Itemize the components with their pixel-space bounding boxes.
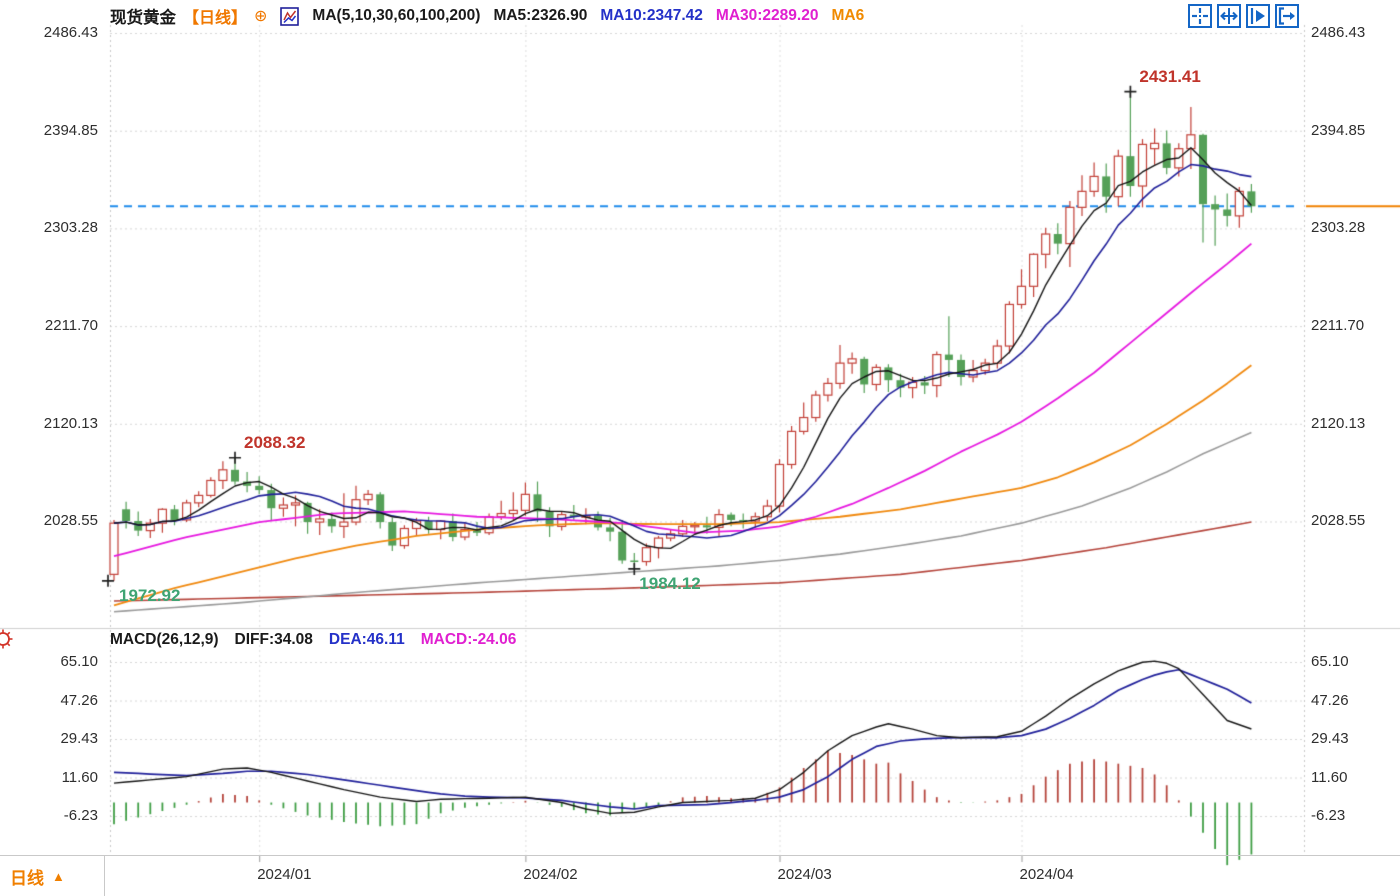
period-selector-arrow-icon: ▲ [52, 868, 65, 884]
price-annotation: 1984.12 [639, 573, 701, 593]
price-axis-label-right: 2211.70 [1311, 317, 1365, 335]
chart-header: 现货黄金 【日线】 ⊕ MA(5,10,30,60,100,200) MA5:2… [110, 4, 864, 28]
price-axis-label-right: 2120.13 [1311, 414, 1366, 432]
price-axis-label-right: 2486.43 [1311, 24, 1366, 41]
macd-axis-label-right: 65.10 [1311, 653, 1349, 670]
price-axis-label-left: 2028.55 [43, 512, 98, 530]
price-axis-label-right: 2394.85 [1311, 121, 1366, 139]
macd-axis-label-right: 47.26 [1311, 691, 1349, 709]
period-selector-label: 日线 [10, 868, 44, 888]
macd-axis-label-right: 29.43 [1311, 730, 1349, 747]
x-axis-label: 2024/03 [777, 866, 832, 883]
macd-axis-label-right: -6.23 [1311, 806, 1346, 824]
diff-value-label: DIFF:34.08 [234, 631, 313, 648]
ma-formula-label: MA(5,10,30,60,100,200) [312, 7, 481, 24]
expand-icon[interactable]: ⊕ [254, 8, 268, 25]
dea-value-label: DEA:46.11 [328, 631, 405, 648]
ma60-value-label: MA6 [831, 7, 865, 24]
macd-axis-label-left: 47.26 [60, 691, 98, 709]
ma30-value-label: MA30:2289.20 [715, 7, 819, 24]
x-axis-label: 2024/04 [1019, 866, 1074, 883]
macd-header: MACD(26,12,9) DIFF:34.08 DEA:46.11 MACD:… [110, 631, 516, 649]
price-annotation: 2431.41 [1139, 66, 1201, 86]
symbol-name: 现货黄金 [110, 9, 176, 27]
macd-formula-label: MACD(26,12,9) [110, 631, 219, 648]
chart-toolbar [1188, 4, 1299, 28]
macd-value-label: MACD:-24.06 [420, 631, 517, 648]
crosshair-tool-icon[interactable] [1188, 4, 1212, 28]
price-annotation: 1972.92 [119, 585, 181, 605]
x-axis-strip: 日线 ▲ [0, 855, 1400, 896]
price-axis-label-right: 2303.28 [1311, 219, 1366, 237]
period-selector[interactable]: 日线 ▲ [0, 856, 105, 896]
ma10-value-label: MA10:2347.42 [600, 7, 703, 24]
price-axis-label-left: 2211.70 [44, 317, 98, 335]
macd-axis-label-left: -6.23 [63, 806, 98, 824]
ma5-value-label: MA5:2326.90 [493, 7, 588, 24]
x-axis-label: 2024/02 [523, 866, 578, 883]
indicator-chart-icon[interactable] [280, 6, 300, 26]
macd-axis-label-right: 11.60 [1311, 768, 1348, 786]
price-axis-label-left: 2120.13 [43, 414, 98, 432]
period-tag: 【日线】 [183, 10, 248, 27]
price-axis-label-left: 2486.43 [43, 24, 98, 41]
macd-axis-label-left: 11.60 [61, 768, 98, 786]
macd-axis-label-left: 65.10 [60, 653, 98, 670]
macd-axis-label-left: 29.43 [60, 730, 98, 747]
exit-right-tool-icon[interactable] [1275, 4, 1299, 28]
price-axis-label-left: 2394.85 [43, 121, 98, 139]
price-axis-label-right: 2028.55 [1311, 512, 1366, 530]
price-axis-label-left: 2303.28 [43, 219, 98, 237]
x-axis-label: 2024/01 [257, 866, 312, 883]
play-forward-tool-icon[interactable] [1246, 4, 1270, 28]
x-range-tool-icon[interactable] [1217, 4, 1241, 28]
indicator-settings-icon[interactable] [0, 628, 14, 655]
price-annotation: 2088.32 [244, 432, 306, 452]
